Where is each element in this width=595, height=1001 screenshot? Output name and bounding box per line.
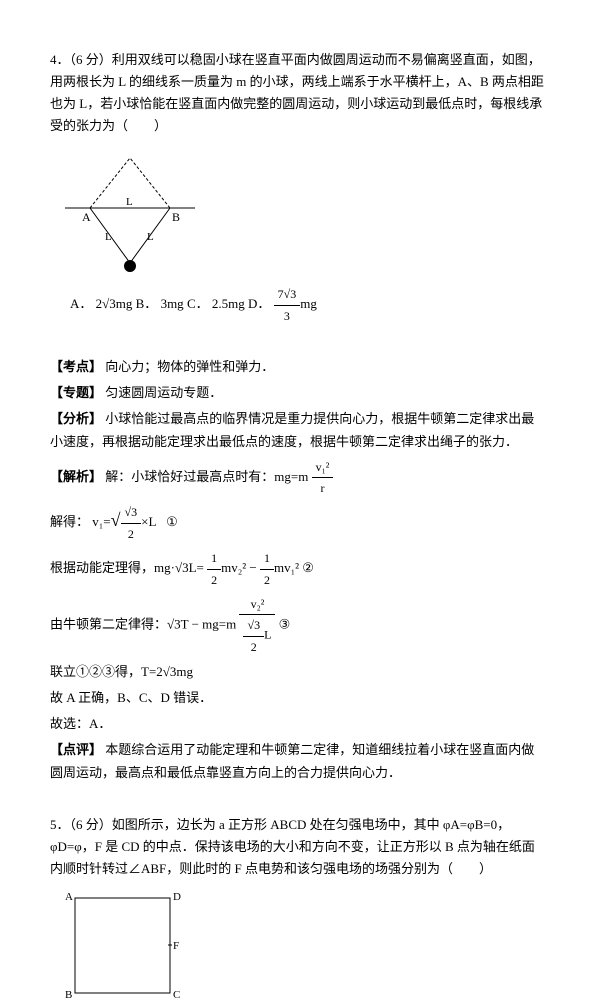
opt-C-label: C． (187, 296, 209, 311)
circ3: ③ (279, 617, 291, 632)
v1-suffix: ×L (141, 514, 156, 529)
q5-diagram: A B C D F (60, 886, 190, 1001)
zhuanti-label: 【专题】 (50, 385, 102, 400)
half1: 1 2 (207, 548, 221, 590)
jiexi-label: 【解析】 (50, 469, 102, 484)
newton-frac: v₂² √3 2 L (239, 594, 275, 657)
fenxi: 【分析】 小球恰能过最高点的临界情况是重力提供向心力，根据牛顿第二定律求出最小速… (50, 408, 545, 452)
label-L-right: L (147, 231, 154, 243)
svg-text:D: D (173, 891, 181, 903)
q5-heading: 5．（6 分）如图所示，边长为 a 正方形 ABCD 处在匀强电场中，其中 φA… (50, 814, 545, 880)
guA: 故 A 正确，B、C、D 错误． (50, 687, 545, 709)
kaodian-label: 【考点】 (50, 359, 102, 374)
mid1: mv₂² − (221, 560, 257, 575)
newton-lead: 由牛顿第二定律得：√3T − mg=m (50, 617, 236, 632)
newton-line: 由牛顿第二定律得：√3T − mg=m v₂² √3 2 L ③ (50, 594, 545, 657)
zhuanti-text: 匀速圆周运动专题． (105, 385, 222, 400)
opt-B-val: 3mg (161, 296, 184, 311)
jiexi-lead: 解：小球恰好过最高点时有：mg=m (105, 469, 308, 484)
lianli: 联立①②③得，T=2√3mg (50, 661, 545, 683)
opt-A-label: A． (70, 296, 92, 311)
opt-D-label: D． (248, 296, 270, 311)
dianping-text: 本题综合运用了动能定理和牛顿第二定律，知道细线拉着小球在竖直面内做圆周运动，最高… (50, 742, 534, 779)
guxuan: 故选：A． (50, 713, 545, 735)
dnl-lead: 根据动能定理得，mg·√3L= (50, 560, 204, 575)
label-L-mid: L (126, 196, 133, 208)
fenxi-text: 小球恰能过最高点的临界情况是重力提供向心力，根据牛顿第二定律求出最小速度，再根据… (50, 411, 534, 448)
opt-C-val: 2.5mg (212, 296, 245, 311)
svg-text:A: A (65, 891, 73, 903)
mid2: mv₁² (274, 560, 299, 575)
circ1: ① (166, 514, 178, 529)
kaodian-text: 向心力；物体的弹性和弹力． (105, 359, 274, 374)
half2: 1 2 (260, 548, 274, 590)
label-L-left: L (105, 231, 112, 243)
zhuanti: 【专题】 匀速圆周运动专题． (50, 382, 545, 404)
fenxi-label: 【分析】 (50, 411, 102, 426)
opt-A-val: 2√3mg (96, 296, 133, 311)
svg-text:C: C (173, 989, 180, 1001)
opt-B-label: B． (136, 296, 158, 311)
label-B: B (172, 210, 180, 224)
dianping: 【点评】 本题综合运用了动能定理和牛顿第二定律，知道细线拉着小球在竖直面内做圆周… (50, 739, 545, 783)
svg-text:F: F (173, 940, 179, 952)
label-A: A (82, 210, 91, 224)
jiejie-line: 解得： v₁=√ √3 2 ×L ① (50, 502, 545, 544)
jiejie: 解得： (50, 514, 89, 529)
q4-options: A． 2√3mg B． 3mg C． 2.5mg D． 7√3 3 mg (50, 284, 545, 326)
circ2: ② (302, 560, 314, 575)
kaodian: 【考点】 向心力；物体的弹性和弹力． (50, 356, 545, 378)
v1-frac: √3 2 (121, 502, 142, 544)
dianping-label: 【点评】 (50, 742, 102, 757)
opt-D-frac: 7√3 3 (274, 284, 301, 326)
jiexi-frac: v₁² r (312, 457, 334, 499)
dnl-line: 根据动能定理得，mg·√3L= 1 2 mv₂² − 1 2 mv₁² ② (50, 548, 545, 590)
v1-lhs: v₁= (92, 514, 110, 529)
jiexi-line1: 【解析】 解：小球恰好过最高点时有：mg=m v₁² r (50, 457, 545, 499)
opt-D-suffix: mg (300, 296, 317, 311)
svg-text:B: B (65, 989, 72, 1001)
q4-heading: 4．（6 分）利用双线可以稳固小球在竖直平面内做圆周运动而不易偏离竖直面，如图，… (50, 49, 545, 137)
q4-diagram: A B L L L (60, 143, 200, 278)
